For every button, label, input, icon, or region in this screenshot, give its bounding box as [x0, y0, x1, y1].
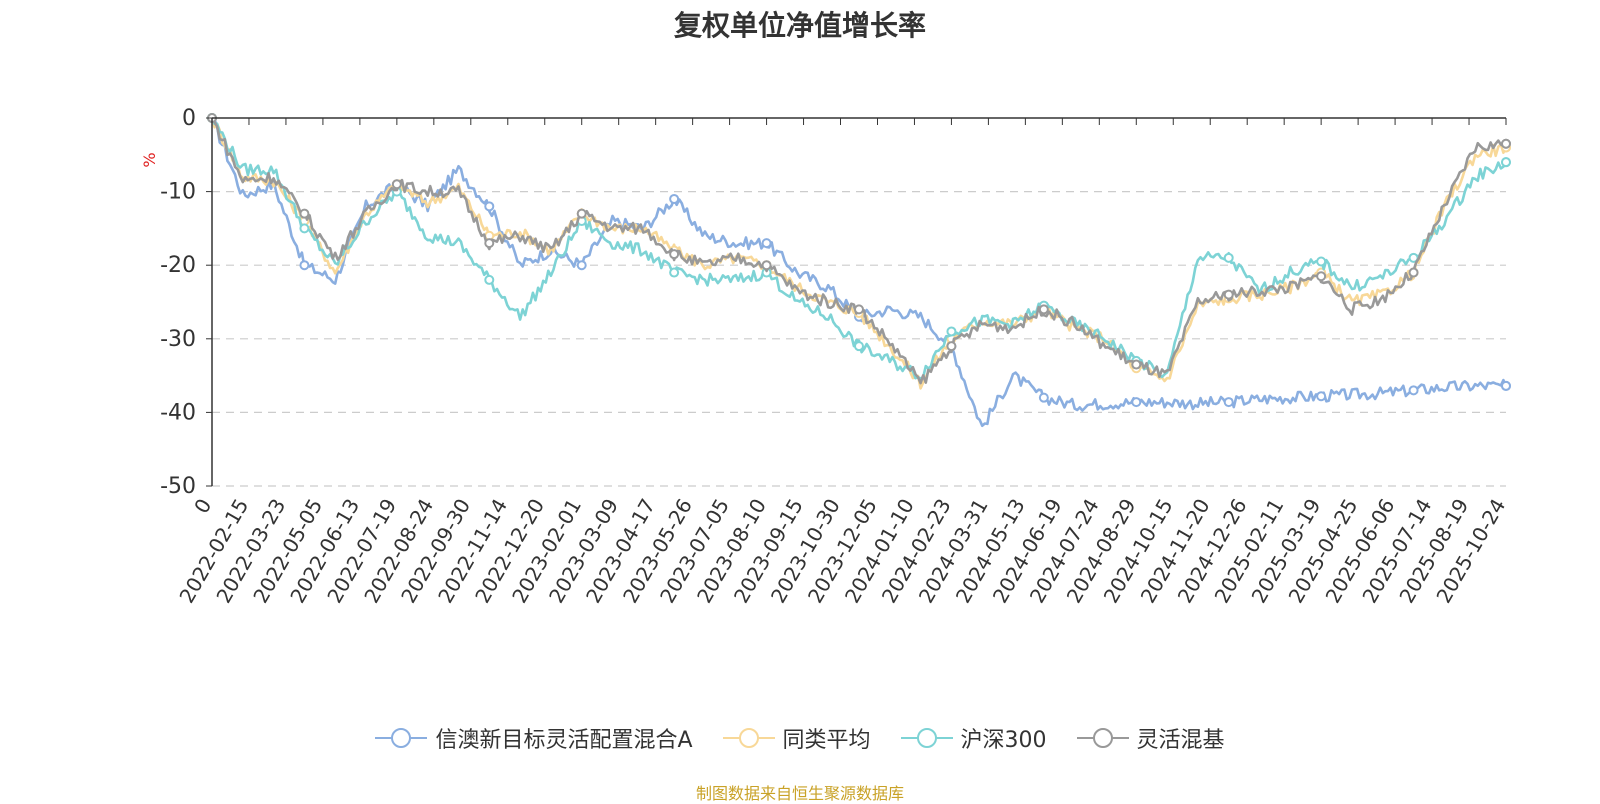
- axis-layer: 0-10-20-30-40-5002022-02-152022-03-23202…: [160, 106, 1510, 607]
- legend-item-peer-average[interactable]: 同类平均: [722, 722, 871, 754]
- y-tick-label: -50: [160, 474, 196, 499]
- legend-swatch-csi300-icon: [900, 726, 953, 750]
- series-point-2[interactable]: [946, 326, 957, 337]
- series-point-0[interactable]: [669, 193, 680, 204]
- legend-label-peer-average: 同类平均: [782, 728, 871, 753]
- chart-title: 复权单位净值增长率: [673, 9, 926, 42]
- series-point-3[interactable]: [576, 208, 587, 219]
- series-line-2[interactable]: [210, 117, 1508, 380]
- series-point-0[interactable]: [1501, 380, 1511, 391]
- legend-swatch-flexible-fund-icon: [1076, 726, 1129, 750]
- series-point-3[interactable]: [946, 341, 957, 352]
- series-point-3[interactable]: [1038, 304, 1049, 315]
- legend-label-fund: 信澳新目标灵活配置混合A: [435, 728, 693, 753]
- series-layer: [207, 113, 1511, 428]
- series-point-0[interactable]: [484, 201, 495, 212]
- series-point-0[interactable]: [761, 238, 772, 249]
- grid-layer: [212, 191, 1506, 487]
- series-point-3[interactable]: [854, 304, 864, 315]
- y-tick-label: -20: [160, 253, 196, 278]
- series-point-3[interactable]: [484, 238, 495, 249]
- series-point-3[interactable]: [391, 179, 402, 190]
- series-point-2[interactable]: [669, 267, 680, 278]
- series-point-0[interactable]: [1038, 392, 1049, 403]
- legend-swatch-fund-icon: [375, 726, 428, 750]
- series-point-3[interactable]: [1501, 138, 1511, 149]
- series-point-3[interactable]: [761, 260, 772, 271]
- series-point-2[interactable]: [484, 274, 495, 285]
- series-point-0[interactable]: [1316, 391, 1327, 402]
- series-point-2[interactable]: [299, 223, 310, 234]
- series-point-0[interactable]: [1223, 397, 1234, 408]
- series-line-0[interactable]: [211, 116, 1508, 428]
- series-point-2[interactable]: [1501, 157, 1511, 168]
- series-point-3[interactable]: [1223, 289, 1234, 300]
- series-point-0[interactable]: [299, 260, 310, 271]
- series-point-0[interactable]: [576, 260, 587, 271]
- series-point-2[interactable]: [854, 341, 864, 352]
- legend-label-flexible-fund: 灵活混基: [1136, 728, 1225, 753]
- legend-swatch-peer-average-icon: [722, 726, 775, 750]
- y-tick-label: 0: [182, 106, 196, 131]
- legend: 信澳新目标灵活配置混合A 同类平均 沪深300 灵活混基: [0, 722, 1600, 754]
- legend-item-csi300[interactable]: 沪深300: [900, 722, 1047, 754]
- series-point-3[interactable]: [1316, 271, 1327, 282]
- data-source-note: 制图数据来自恒生聚源数据库: [695, 784, 904, 803]
- y-tick-label: -30: [160, 327, 196, 352]
- series-point-3[interactable]: [1131, 359, 1142, 370]
- series-point-0[interactable]: [1131, 397, 1142, 408]
- series-point-0[interactable]: [1408, 385, 1419, 396]
- legend-label-csi300: 沪深300: [960, 728, 1047, 753]
- series-point-3[interactable]: [299, 208, 310, 219]
- series-point-3[interactable]: [669, 249, 680, 260]
- x-tick-label: 0: [189, 495, 216, 518]
- y-tick-label: -40: [160, 400, 196, 425]
- y-axis-unit-label: %: [140, 152, 159, 167]
- legend-item-fund[interactable]: 信澳新目标灵活配置混合A: [375, 722, 693, 754]
- legend-item-flexible-fund[interactable]: 灵活混基: [1076, 722, 1225, 754]
- series-point-2[interactable]: [1223, 252, 1234, 263]
- series-point-3[interactable]: [1408, 267, 1419, 278]
- series-point-2[interactable]: [1316, 256, 1327, 267]
- y-tick-label: -10: [160, 180, 196, 205]
